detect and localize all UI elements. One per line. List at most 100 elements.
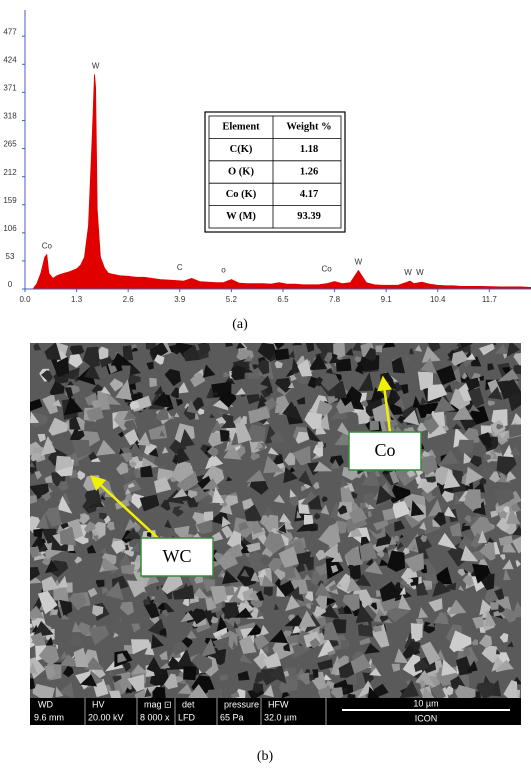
grain	[236, 343, 246, 349]
grain	[462, 648, 471, 657]
grain	[320, 604, 340, 619]
grain	[420, 564, 428, 574]
grain	[42, 393, 58, 415]
grain	[274, 348, 290, 361]
grain	[233, 620, 239, 629]
grain	[382, 508, 396, 521]
grain	[86, 406, 104, 422]
grain	[32, 621, 54, 638]
grain	[298, 470, 313, 488]
grain	[161, 609, 169, 617]
sem-label: WC	[163, 546, 192, 566]
grain	[458, 343, 473, 350]
grain	[202, 494, 214, 506]
grain	[310, 570, 331, 589]
grain	[470, 516, 494, 538]
grain	[60, 522, 69, 529]
label-box	[348, 431, 422, 471]
grain	[263, 587, 273, 597]
y-tick-label: 318	[3, 112, 17, 121]
grain	[375, 345, 383, 353]
grain	[316, 441, 324, 449]
grain	[436, 365, 457, 386]
grain	[346, 577, 362, 592]
grain	[130, 541, 140, 552]
info-value: 20.00 kV	[88, 712, 124, 722]
grain	[123, 419, 137, 432]
y-tick-label: 477	[3, 27, 17, 36]
grain	[464, 515, 472, 523]
grain	[68, 469, 79, 479]
grain	[264, 397, 278, 411]
grain	[188, 684, 209, 698]
grain	[50, 357, 70, 378]
grain	[207, 446, 219, 458]
grain	[157, 601, 166, 611]
grain	[172, 642, 188, 656]
grain	[118, 553, 133, 568]
grain	[63, 396, 84, 416]
x-tick-label: 2.6	[123, 295, 135, 304]
grain	[389, 470, 400, 484]
grain	[109, 378, 124, 392]
grain	[367, 504, 375, 510]
grain	[446, 582, 457, 591]
grain	[364, 347, 376, 361]
grain	[196, 519, 213, 535]
grain	[317, 659, 333, 671]
grain	[297, 358, 313, 377]
grain	[423, 669, 441, 689]
grain	[220, 416, 237, 429]
grain	[30, 411, 40, 424]
y-tick-label: 371	[3, 83, 17, 92]
grain	[127, 674, 145, 692]
grain	[242, 599, 250, 604]
grain	[364, 643, 381, 654]
grain	[360, 467, 380, 486]
grain	[447, 599, 467, 615]
grain	[92, 605, 104, 617]
grain	[197, 408, 205, 415]
grain	[342, 687, 348, 693]
grain	[228, 543, 243, 559]
grain	[191, 653, 213, 674]
grain	[202, 364, 216, 378]
grain	[307, 495, 322, 510]
info-bar	[30, 698, 521, 725]
grain	[443, 506, 456, 518]
grain	[177, 683, 193, 695]
grain	[458, 585, 465, 592]
grain	[360, 400, 369, 408]
grain	[418, 607, 429, 619]
grain	[55, 455, 74, 472]
grain	[174, 412, 180, 418]
grain	[115, 379, 132, 401]
grain	[421, 346, 441, 363]
grain	[356, 409, 371, 424]
grain	[138, 457, 159, 470]
grain	[99, 565, 105, 573]
grain	[218, 409, 225, 415]
grain	[30, 495, 37, 504]
grain	[131, 343, 138, 349]
grain	[464, 489, 482, 510]
grain	[358, 372, 374, 391]
grain	[59, 599, 73, 617]
grain	[118, 431, 125, 438]
grain	[433, 512, 447, 526]
grain	[146, 531, 152, 537]
grain	[452, 403, 473, 421]
grain	[245, 469, 266, 483]
peak-label: W	[416, 268, 424, 277]
grain	[159, 627, 167, 636]
grain	[142, 599, 151, 606]
grain	[476, 682, 495, 698]
grain	[108, 690, 122, 698]
grain	[73, 647, 89, 668]
grain	[419, 396, 428, 406]
table-cell: 1.18	[300, 144, 318, 155]
grain	[329, 455, 344, 468]
grain	[466, 660, 478, 673]
grain	[284, 452, 296, 466]
grain	[503, 680, 518, 698]
